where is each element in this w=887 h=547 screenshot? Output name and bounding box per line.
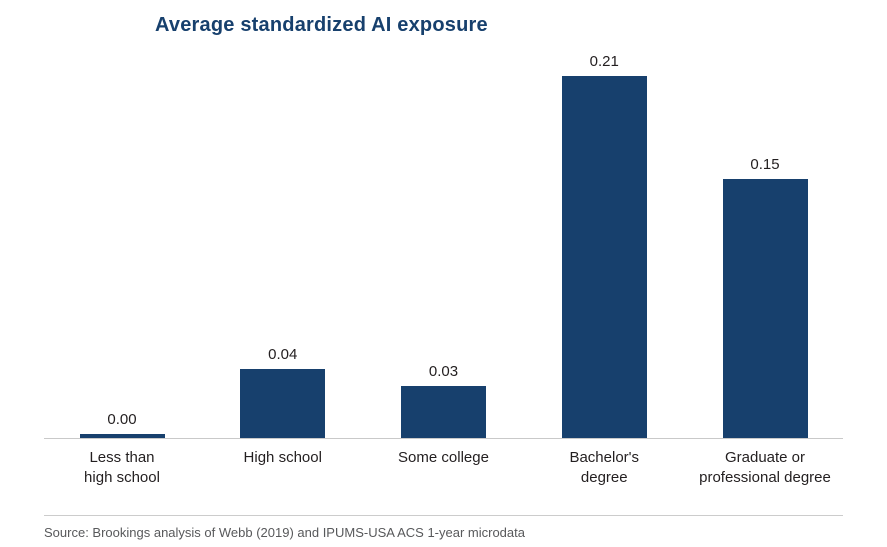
category-label-line: professional degree [699,469,831,487]
category-label-line: degree [580,469,628,487]
category-label: Some college [366,448,522,489]
bar-column: 0.21 [526,53,682,438]
category-label: Less than high school [44,448,200,489]
bar-column: 0.04 [205,346,361,438]
category-label-line: Graduate or [724,449,806,466]
plot-area: 0.00 0.04 0.03 0.21 0.15 [44,43,843,439]
bar-value-label: 0.03 [428,363,459,380]
category-label-line: high school [84,469,160,487]
chart-title: Average standardized AI exposure [155,14,488,36]
category-label-line: Bachelor's [569,449,640,466]
chart-area: 0.00 0.04 0.03 0.21 0.15 Less than high schoo… [44,43,843,489]
category-label: Bachelor's degree [526,448,682,489]
category-label-line: Some college [398,449,489,466]
category-label-line: Less than [89,449,155,466]
category-label: Graduate or professional degree [687,448,843,489]
bar-value-label: 0.00 [107,411,137,428]
bar [401,386,486,438]
bar [240,369,326,438]
bar-column: 0.03 [366,363,522,438]
category-label-line: High school [243,449,322,466]
category-labels-row: Less than high school High school Some coll… [44,448,843,489]
source-note: Source: Brookings analysis of Webb (2019… [44,514,843,540]
bar-value-label: 0.04 [268,346,298,363]
bar [79,434,165,438]
bar-value-label: 0.21 [589,53,619,70]
bar-column: 0.00 [44,411,200,438]
bar-value-label: 0.15 [750,156,780,173]
source-text: Source: Brookings analysis of Webb (2019… [44,524,525,540]
bar [561,76,647,438]
bar-column: 0.15 [687,156,843,438]
category-label: High school [205,448,361,489]
bar [722,179,808,438]
